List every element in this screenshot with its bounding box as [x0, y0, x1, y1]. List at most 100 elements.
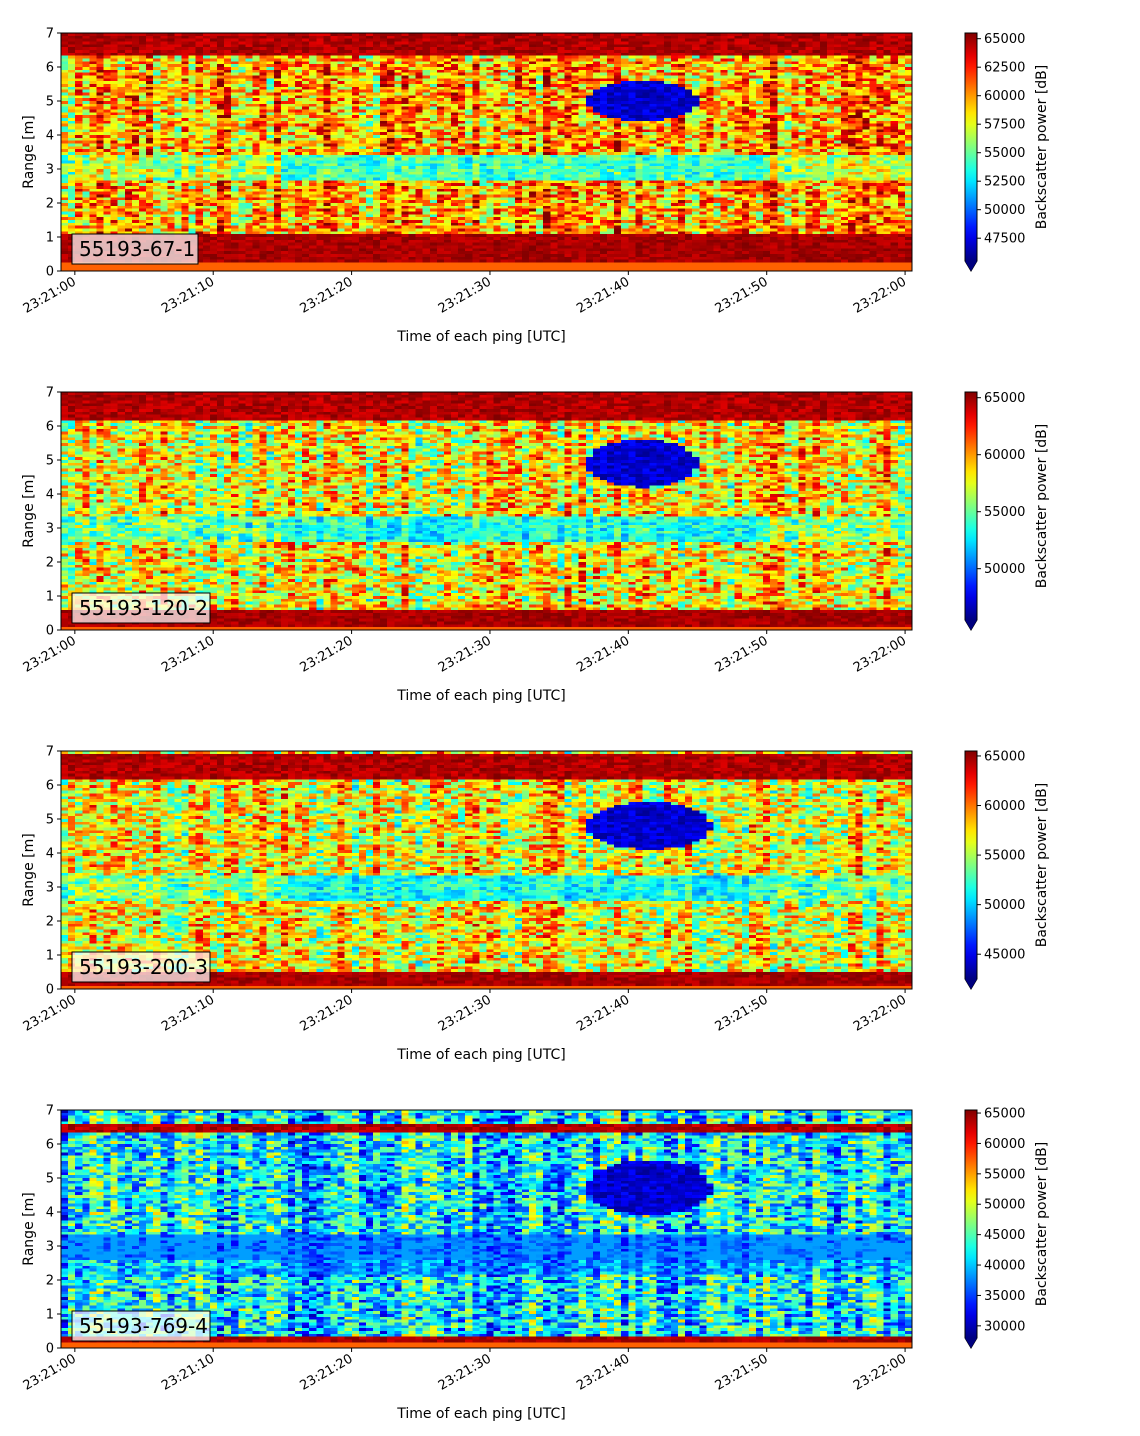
- colorbar-gradient: [965, 392, 977, 620]
- panel-label-box: [71, 1310, 211, 1342]
- colorbar-gradient: [965, 33, 977, 261]
- x-tick-label: 23:21:30: [436, 274, 494, 316]
- plot-frame: [60, 32, 913, 272]
- colorbar-tick-label: 45000: [984, 1228, 1025, 1243]
- panel-label: 55193-67-1: [79, 237, 195, 261]
- echogram-panel-2: 0 1 2 3 4 5 6 7 23:21:00 23:21:10 23:21:20 23:21:30…: [21, 386, 1050, 705]
- y-tick-label: 2: [46, 915, 54, 930]
- colorbar-tick-label: 50000: [984, 898, 1025, 913]
- panel-label: 55193-120-2: [79, 596, 208, 620]
- y-tick-label: 1: [46, 590, 54, 605]
- y-tick-label: 0: [46, 624, 54, 639]
- colorbar-4: 30000 35000 40000 45000 50000 55000 60000 65000…: [964, 1107, 1050, 1349]
- colorbar-tick-label: 55000: [984, 849, 1025, 864]
- x-tick-label: 23:21:40: [574, 992, 632, 1034]
- panel-label-box: [71, 951, 211, 983]
- colorbar-label: Backscatter power [dB]: [1034, 1142, 1050, 1307]
- y-tick-label: 6: [46, 420, 54, 435]
- y-tick-label: 0: [46, 983, 54, 998]
- y-tick-label: 3: [46, 881, 54, 896]
- y-tick-label: 2: [46, 556, 54, 571]
- colorbar-label: Backscatter power [dB]: [1034, 424, 1050, 589]
- x-tick-label: 23:21:00: [21, 992, 79, 1034]
- colorbar-tick-label: 60000: [984, 799, 1025, 814]
- x-tick-label: 23:21:50: [713, 992, 771, 1034]
- panel-label-box: [71, 233, 199, 265]
- colorbar-tick-label: 45000: [984, 948, 1025, 963]
- colorbar-tick-label: 47500: [984, 232, 1025, 247]
- x-tick-label: 23:21:40: [574, 633, 632, 675]
- y-tick-label: 5: [46, 1172, 54, 1187]
- x-tick-label: 23:21:30: [436, 992, 494, 1034]
- y-tick-label: 6: [46, 779, 54, 794]
- echogram-panel-3: 0 1 2 3 4 5 6 7 23:21:00 23:21:10 23:21:20 23:21:30…: [21, 745, 1050, 1064]
- colorbar-tick-label: 65000: [984, 32, 1025, 47]
- colorbar-tick-label: 40000: [984, 1259, 1025, 1274]
- x-axis-label: Time of each ping [UTC]: [396, 329, 566, 345]
- x-axis-label: Time of each ping [UTC]: [396, 1047, 566, 1063]
- x-tick-label: 23:21:00: [21, 274, 79, 316]
- x-tick-label: 23:21:20: [298, 274, 356, 316]
- panel-label-box: [71, 592, 211, 624]
- y-axis-label: Range [m]: [21, 115, 37, 188]
- echogram-heatmap-3: [61, 751, 912, 989]
- echogram-heatmap-2: [61, 392, 912, 630]
- x-axis-label: Time of each ping [UTC]: [396, 1406, 566, 1422]
- y-tick-label: 5: [46, 813, 54, 828]
- colorbar-tick-label: 55000: [984, 505, 1025, 520]
- colorbar-tick-label: 55000: [984, 146, 1025, 161]
- colorbar-tick-label: 60000: [984, 448, 1025, 463]
- y-tick-label: 0: [46, 1342, 54, 1357]
- x-tick-label: 23:21:20: [298, 633, 356, 675]
- y-tick-label: 0: [46, 265, 54, 280]
- colorbar-1: 47500 50000 52500 55000 57500 60000 62500 65000…: [964, 32, 1050, 272]
- x-tick-label: 23:21:00: [21, 633, 79, 675]
- x-tick-label: 23:21:10: [159, 274, 217, 316]
- x-tick-label: 23:21:50: [713, 1351, 771, 1393]
- y-tick-label: 7: [46, 386, 54, 401]
- y-tick-label: 3: [46, 1240, 54, 1255]
- echogram-panel-4: 0 1 2 3 4 5 6 7 23:21:00 23:21:10 23:21:20 23:21:30…: [21, 1104, 1050, 1423]
- y-tick-label: 1: [46, 1308, 54, 1323]
- y-tick-label: 6: [46, 61, 54, 76]
- colorbar-3: 45000 50000 55000 60000 65000 Backscatter pow…: [964, 749, 1050, 990]
- y-tick-label: 7: [46, 27, 54, 42]
- colorbar-tick-label: 55000: [984, 1167, 1025, 1182]
- colorbar-tick-label: 57500: [984, 118, 1025, 133]
- colorbar-gradient: [965, 1110, 977, 1338]
- colorbar-tick-label: 52500: [984, 175, 1025, 190]
- colorbar-tick-label: 35000: [984, 1289, 1025, 1304]
- y-axis-label: Range [m]: [21, 833, 37, 906]
- colorbar-gradient: [965, 751, 977, 979]
- colorbar-label: Backscatter power [dB]: [1034, 783, 1050, 948]
- panel-label: 55193-769-4: [79, 1314, 208, 1338]
- x-tick-label: 23:21:00: [21, 1351, 79, 1393]
- plot-frame: [60, 391, 913, 631]
- y-tick-label: 4: [46, 488, 54, 503]
- plot-frame: [60, 1109, 913, 1349]
- colorbar-extend-min: [965, 979, 977, 989]
- colorbar-tick-label: 30000: [984, 1319, 1025, 1334]
- x-tick-label: 23:21:40: [574, 274, 632, 316]
- colorbar-tick-label: 50000: [984, 203, 1025, 218]
- x-tick-label: 23:21:40: [574, 1351, 632, 1393]
- colorbar-extend-min: [965, 261, 977, 271]
- y-tick-label: 2: [46, 197, 54, 212]
- x-tick-label: 23:22:00: [851, 1351, 909, 1393]
- x-tick-label: 23:22:00: [851, 633, 909, 675]
- x-tick-label: 23:21:30: [436, 1351, 494, 1393]
- x-tick-label: 23:21:30: [436, 633, 494, 675]
- x-tick-label: 23:21:20: [298, 1351, 356, 1393]
- echogram-heatmap-4: [61, 1110, 912, 1348]
- x-tick-label: 23:21:10: [159, 1351, 217, 1393]
- colorbar-tick-label: 65000: [984, 391, 1025, 406]
- y-tick-label: 6: [46, 1138, 54, 1153]
- colorbar-tick-label: 50000: [984, 1198, 1025, 1213]
- y-tick-label: 7: [46, 1104, 54, 1119]
- y-tick-label: 3: [46, 163, 54, 178]
- colorbar-extend-min: [965, 1338, 977, 1348]
- colorbar-2: 50000 55000 60000 65000 Backscatter power [d…: [964, 391, 1050, 631]
- echogram-panel-1: 0 1 2 3 4 5 6 7 23:21:00 23:21:10 23:21:20 23:21:30…: [21, 27, 1050, 346]
- colorbar-tick-label: 65000: [984, 749, 1025, 764]
- panel-label: 55193-200-3: [79, 955, 208, 979]
